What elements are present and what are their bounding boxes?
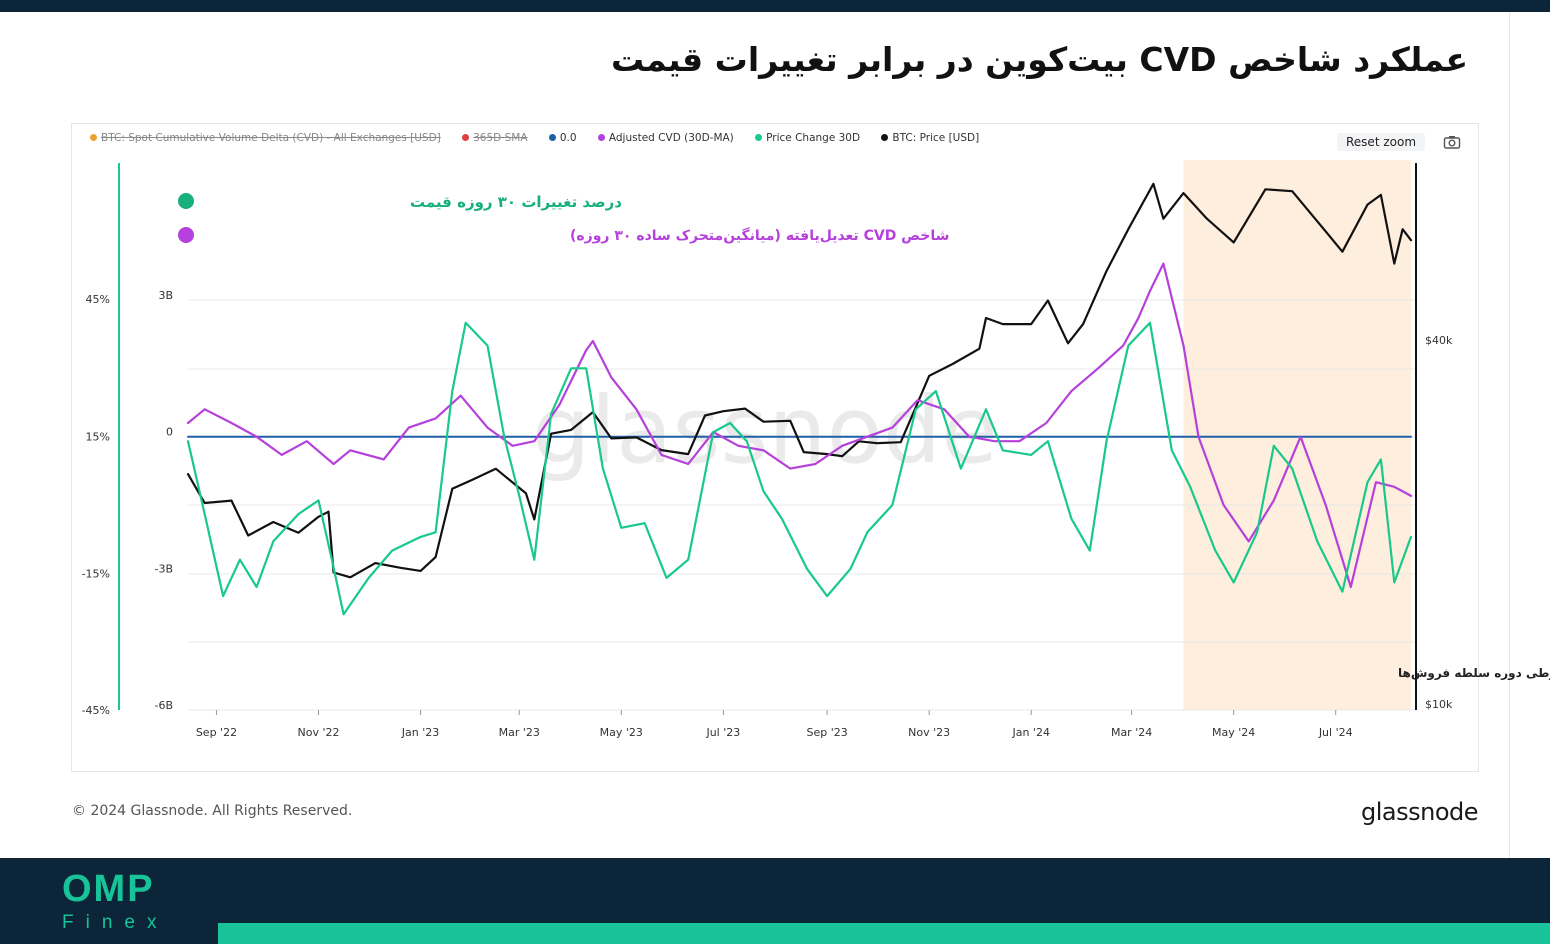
annotation-layer: درصد تغییرات ۳۰ روزه قیمت شاخص CVD تعدیل‌… [178, 193, 1550, 681]
pct-tick-label: 45% [86, 293, 110, 306]
legend-item-adjusted-cvd[interactable]: Adjusted CVD (30D-MA) [597, 132, 734, 144]
reset-zoom-button[interactable]: Reset zoom [1337, 133, 1426, 151]
x-tick-label: Jul '23 [705, 726, 740, 739]
x-tick-label: Nov '22 [297, 726, 339, 739]
top-bar [0, 0, 1550, 12]
legend-label: Adjusted CVD (30D-MA) [608, 132, 734, 144]
legend-dot [90, 134, 97, 141]
x-tick-label: May '23 [600, 726, 643, 739]
x-tick-label: Mar '23 [499, 726, 540, 739]
x-tick-label: Jan '23 [401, 726, 439, 739]
cvd-tick-label: -3B [154, 562, 173, 575]
band-layer [1183, 160, 1411, 710]
cvd-tick-label: 0 [166, 426, 173, 439]
pct-tick-label: -45% [82, 704, 110, 717]
adjusted-cvd-annotation: شاخص CVD تعدیل‌یافته (میانگین‌متحرک ساده… [570, 227, 949, 244]
legend-dot [755, 134, 763, 141]
btc-price-usd-line [186, 182, 1413, 579]
legend-label: Price Change 30D [766, 132, 861, 144]
adjusted-cvd-marker [178, 227, 194, 243]
x-tick-label: Jul '24 [1318, 726, 1353, 739]
legend-label: 365D SMA [473, 132, 528, 144]
price-change-annotation: درصد تغییرات ۳۰ روزه قیمت [410, 193, 622, 211]
camera-icon[interactable] [1443, 134, 1461, 150]
chart-legend: BTC: Spot Cumulative Volume Delta (CVD) … [90, 132, 997, 144]
price-tick-label: $40k [1425, 334, 1453, 347]
pct-tick-label: 15% [86, 431, 110, 444]
seller-period-annotation: خالص مقادیرطی دوره سلطه فروش‌ها [1398, 666, 1550, 681]
x-tick-label: Nov '23 [908, 726, 950, 739]
copyright: © 2024 Glassnode. All Rights Reserved. [72, 803, 353, 819]
cvd-tick-label: -6B [154, 699, 173, 712]
page-edge-line [1509, 12, 1510, 858]
legend-item-365d-sma[interactable]: 365D SMA [462, 132, 528, 144]
x-tick-label: Sep '23 [806, 726, 847, 739]
seller-period-band [1183, 160, 1411, 710]
price-change-marker [178, 193, 194, 209]
glassnode-logo: glassnode [1360, 798, 1479, 826]
legend-item-zero[interactable]: 0.0 [548, 132, 577, 144]
series-layer [186, 182, 1413, 616]
x-tick-label: May '24 [1212, 726, 1255, 739]
omp-logo: OMP [62, 868, 155, 910]
footer-stripe [218, 923, 1550, 944]
pct-tick-label: -15% [82, 567, 110, 580]
price-tick-label: $10k [1425, 698, 1453, 711]
legend-item-btc-price[interactable]: BTC: Price [USD] [881, 132, 979, 144]
x-tick-label: Jan '24 [1011, 726, 1049, 739]
legend-item-cvd-all[interactable]: BTC: Spot Cumulative Volume Delta (CVD) … [90, 132, 441, 144]
legend-label: BTC: Price [USD] [892, 132, 980, 144]
legend-label: BTC: Spot Cumulative Volume Delta (CVD) … [101, 132, 441, 144]
page-title: عملکرد شاخص CVD بیت‌کوین در برابر تغییرا… [611, 40, 1468, 79]
cvd-tick-label: 3B [158, 289, 173, 302]
price-change-30d-line [186, 321, 1413, 616]
legend-label: 0.0 [559, 132, 577, 144]
legend-dot [881, 134, 889, 141]
axis-layer: 45% 15% -15% -45% 3B 0 -3B -6B $40k $10k Sep '22 No… [82, 163, 1453, 739]
legend-dot [462, 134, 470, 141]
legend-dot [548, 134, 556, 141]
legend-item-price-change[interactable]: Price Change 30D [755, 132, 860, 144]
finex-logo: Finex [62, 912, 169, 933]
x-tick-label: Mar '24 [1111, 726, 1152, 739]
legend-dot [597, 134, 605, 141]
adjusted-cvd-30d-ma-line [186, 262, 1413, 589]
x-tick-label: Sep '22 [196, 726, 237, 739]
